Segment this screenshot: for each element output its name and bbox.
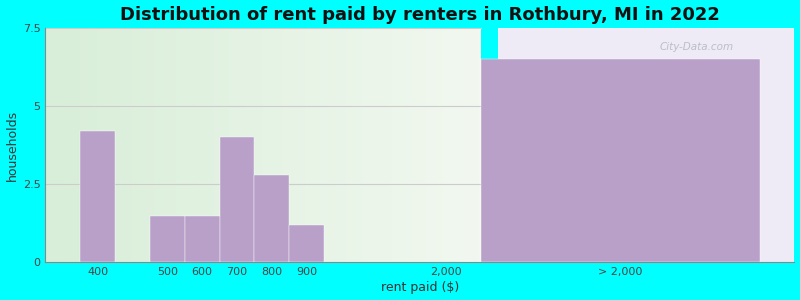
Bar	[254, 175, 290, 262]
Bar	[290, 225, 324, 262]
Y-axis label: households: households	[6, 110, 18, 181]
Bar	[150, 215, 185, 262]
Bar	[498, 28, 794, 262]
X-axis label: rent paid ($): rent paid ($)	[381, 281, 459, 294]
Text: City-Data.com: City-Data.com	[660, 42, 734, 52]
Title: Distribution of rent paid by renters in Rothbury, MI in 2022: Distribution of rent paid by renters in …	[120, 6, 720, 24]
Bar	[219, 137, 254, 262]
Bar	[80, 131, 115, 262]
Bar	[481, 59, 760, 262]
Bar	[185, 215, 219, 262]
Bar	[481, 28, 498, 262]
